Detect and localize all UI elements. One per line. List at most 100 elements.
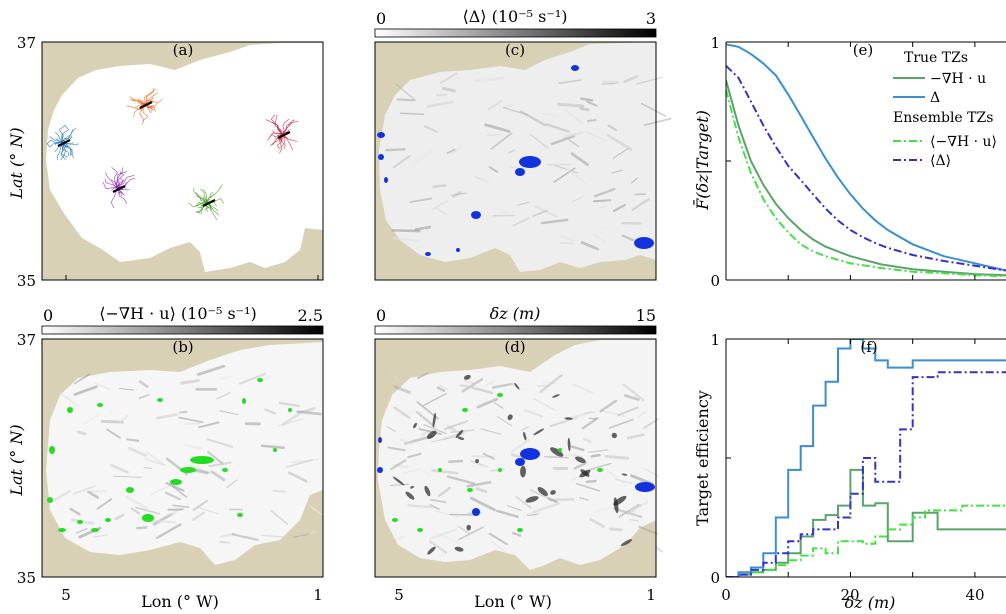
trajectory [275,133,283,139]
texture-stroke [69,507,81,516]
trajectory [102,181,118,190]
texture-stroke [231,533,259,541]
panel-f: 1 0 Target efficiency (f) 0 20 40 δz (m) [693,331,1006,612]
texture-stroke [393,236,420,243]
dark-streak [575,456,586,464]
colorbar-min: 0 [43,306,53,325]
series-line [726,339,1006,577]
target-zone [222,468,228,472]
y-tick-top: 37 [17,331,36,349]
dark-streak [564,417,573,420]
texture-stroke [430,498,447,503]
y-tick-top: 1 [710,331,720,349]
texture-stroke [516,201,530,206]
texture-stroke [530,134,549,149]
texture-stroke [497,416,513,427]
frame [41,41,324,281]
texture-stroke [96,498,113,510]
texture-stroke [601,409,626,418]
texture-stroke [575,482,601,492]
x-tick-left: 5 [394,586,404,604]
texture-stroke [512,217,530,227]
texture-stroke [439,72,458,84]
texture-stroke [464,380,475,384]
series-line [726,468,1006,577]
texture-stroke [511,438,531,453]
ticks [725,338,976,578]
texture-stroke [489,169,503,179]
texture-stroke [424,125,439,133]
dark-streak [405,491,415,500]
texture-stroke [172,504,190,509]
texture-stroke [510,453,525,460]
texture-stroke [631,177,638,184]
dark-streak [466,524,472,531]
texture-stroke [118,414,129,424]
texture-stroke [264,408,276,415]
target-zone [190,456,214,464]
panel-label: (d) [504,338,525,356]
texture-stroke [81,414,100,426]
texture-stroke [219,375,232,380]
panel-b: 0 2.5 ⟨−∇H · u⟩ (10⁻⁵ s⁻¹) (b) 37 35 Lat… [7,304,324,611]
texture-stroke [617,406,639,417]
texture-stroke [558,79,582,85]
target-zone [515,458,525,466]
texture-stroke [87,490,99,499]
texture-stroke [507,505,522,512]
x-tick-label: 40 [965,586,984,604]
texture-stroke [526,513,539,516]
texture-stroke [508,149,516,154]
texture-stroke [586,119,597,122]
y-axis-label: Target efficiency [693,390,712,526]
dark-streak [550,447,564,457]
field-texture [385,72,672,251]
texture-stroke [429,540,448,554]
series-line [726,504,1006,577]
panel-d: 0 15 δz (m) (d) 5 1 Lon (° W) [374,304,663,611]
dark-streak [552,394,560,398]
texture-stroke [392,154,411,169]
texture-stroke [436,386,446,392]
texture-stroke [503,103,514,109]
colorbar-label: ⟨Δ⟩ (10⁻⁵ s⁻¹) [463,7,568,26]
texture-stroke [475,487,488,494]
texture-stroke [580,241,600,251]
target-zone [392,518,398,522]
texture-stroke [145,451,165,466]
legend-label: −∇H · u [930,71,986,87]
texture-stroke [443,420,469,431]
target-zone [273,448,277,452]
texture-stroke [474,175,489,183]
target-zone [520,448,540,460]
trajectory [55,131,63,143]
texture-stroke [540,218,569,225]
texture-stroke [584,411,596,414]
target-zone [438,468,442,472]
target-zone [497,393,503,397]
x-tick-right: 1 [646,586,656,604]
colorbar [374,28,657,38]
texture-stroke [72,485,97,495]
texture-stroke [389,374,398,379]
dark-streak [579,469,591,478]
trajectory [279,133,283,154]
panel-label: (c) [505,41,525,59]
texture-stroke [439,384,448,391]
texture-stroke [409,197,433,203]
texture-stroke [640,534,663,553]
texture-stroke [441,86,456,93]
texture-stroke [290,458,320,464]
texture-stroke [626,504,642,516]
trajectory [116,171,127,188]
x-axis-label: δz (m) [845,593,896,612]
texture-stroke [637,410,647,418]
trajectory [265,119,283,135]
texture-stroke [469,496,496,512]
trajectory [116,174,135,189]
texture-stroke [606,469,628,486]
x-tick-label: 0 [721,586,731,604]
texture-stroke [582,122,591,127]
texture-stroke [572,383,594,395]
trajectory-mean [202,199,216,207]
